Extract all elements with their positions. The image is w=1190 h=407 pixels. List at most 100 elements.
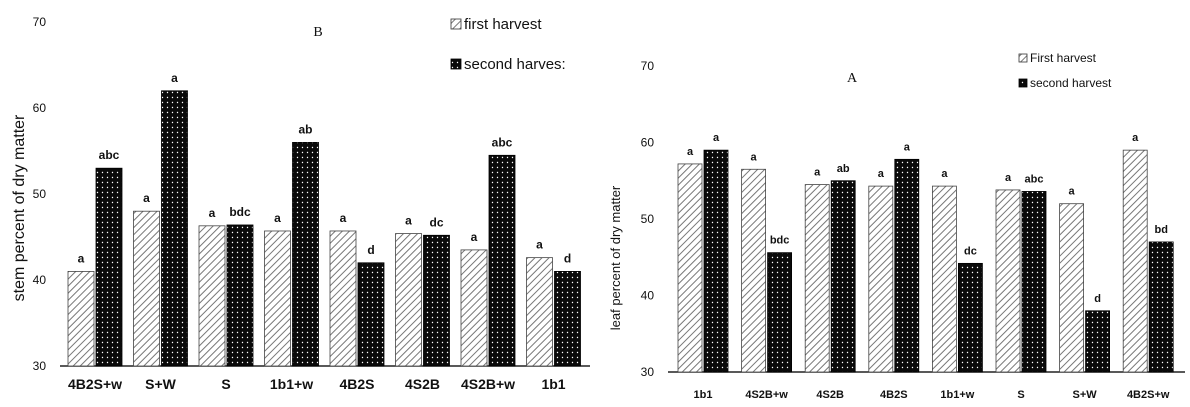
significance-label-b: a: [471, 230, 478, 244]
first-harvest-bar-b: [395, 233, 422, 367]
first-harvest-bar-a: [932, 185, 957, 373]
y-tick-label-a: 60: [641, 136, 655, 150]
category-label-a: 4S2B+w: [745, 389, 788, 401]
category-label-a: S+W: [1073, 389, 1098, 401]
category-label-a: 4S2B: [816, 389, 844, 401]
first-harvest-bar-b: [329, 230, 357, 367]
significance-label-b: d: [564, 251, 571, 265]
significance-label-b: ab: [298, 122, 312, 136]
significance-label-a: a: [878, 168, 885, 180]
significance-labels-a: a a a bdc a ab a a a dc a abc a d a bd: [687, 132, 1168, 305]
category-label-b: S: [221, 376, 230, 392]
y-tick-label-b: 30: [33, 359, 47, 373]
significance-label-b: abc: [492, 135, 513, 149]
significance-label-b: a: [340, 211, 347, 225]
category-label-b: 4S2B: [405, 376, 440, 392]
y-tick-label-b: 50: [33, 187, 47, 201]
category-label-a: 4B2S: [880, 389, 908, 401]
significance-label-a: a: [687, 146, 694, 158]
significance-label-a: a: [1069, 186, 1076, 198]
significance-label-a: a: [713, 132, 720, 144]
legend-label-first-harvest-a: First harvest: [1030, 51, 1097, 65]
significance-label-b: a: [171, 71, 178, 85]
y-tick-label-a: 30: [641, 365, 655, 379]
significance-label-a: a: [814, 167, 821, 179]
panel-a-label: A: [847, 71, 858, 86]
first-harvest-bar-a: [804, 184, 830, 373]
significance-label-a: a: [751, 151, 758, 163]
significance-label-a: d: [1094, 293, 1101, 305]
significance-label-a: ab: [837, 163, 850, 175]
category-label-b: 4S2B+w: [461, 376, 515, 392]
significance-label-b: d: [367, 243, 374, 257]
y-tick-label-b: 70: [33, 15, 47, 29]
bars-b: [67, 90, 581, 367]
first-harvest-bar-a: [1059, 203, 1084, 373]
second-harvest-bar-b: [554, 270, 581, 367]
significance-label-b: a: [405, 214, 412, 228]
significance-label-b: a: [536, 238, 543, 252]
y-ticks-a: 30 40 50 60 70: [641, 59, 655, 379]
y-axis-label-b: stem percent of dry matter: [11, 114, 28, 301]
significance-label-a: a: [941, 168, 948, 180]
significance-label-b: a: [274, 211, 281, 225]
category-label-b: S+W: [145, 376, 177, 392]
legend-label-second-harvest-a: second harvest: [1030, 76, 1112, 90]
significance-label-a: dc: [964, 245, 977, 257]
legend-label-second-harvest: second harves:: [464, 56, 566, 73]
second-harvest-bar-b: [292, 141, 319, 367]
first-harvest-bar-a: [677, 163, 703, 373]
significance-label-a: a: [904, 141, 911, 153]
significance-label-a: bd: [1154, 224, 1167, 236]
first-harvest-bar-b: [198, 225, 226, 367]
significance-label-b: dc: [429, 215, 443, 229]
category-label-a: 4B2S+w: [1127, 389, 1170, 401]
significance-label-a: bdc: [770, 235, 790, 247]
significance-label-b: bdc: [229, 205, 251, 219]
legend-a: First harvest second harvest: [1018, 51, 1112, 90]
category-labels-a: 1b1 4S2B+w 4S2B 4B2S 1b1+w S S+W 4B2S+w: [694, 389, 1170, 401]
category-labels-b: 4B2S+w S+W S 1b1+w 4B2S 4S2B 4S2B+w 1b1: [68, 376, 566, 392]
category-label-a: 1b1+w: [940, 389, 974, 401]
y-tick-label-a: 70: [641, 59, 655, 73]
second-harvest-bar-b: [95, 167, 123, 367]
second-harvest-bar-a: [894, 158, 920, 373]
first-harvest-bar-b: [133, 210, 160, 367]
significance-label-a: a: [1132, 132, 1139, 144]
legend-label-first-harvest: first harvest: [464, 16, 542, 33]
significance-label-b: a: [78, 251, 85, 265]
significance-label-a: abc: [1025, 173, 1044, 185]
first-harvest-bar-a: [741, 168, 766, 373]
second-harvest-bar-a: [767, 252, 792, 373]
y-ticks-b: 30 40 50 60 70: [33, 15, 47, 373]
second-harvest-bar-a: [1148, 241, 1174, 373]
second-harvest-bar-b: [423, 234, 450, 367]
second-harvest-bar-b: [488, 154, 516, 367]
second-harvest-bar-b: [161, 90, 188, 367]
first-harvest-bar-b: [67, 270, 95, 367]
significance-label-b: a: [143, 191, 150, 205]
first-harvest-bar-b: [264, 230, 291, 367]
category-label-a: 1b1: [694, 389, 713, 401]
legend-swatch-second-harvest: [450, 58, 462, 70]
y-tick-label-b: 40: [33, 273, 47, 287]
category-label-b: 1b1+w: [270, 376, 313, 392]
second-harvest-bar-a: [1021, 191, 1047, 373]
second-harvest-bar-a: [830, 180, 856, 373]
second-harvest-bar-b: [226, 224, 254, 367]
first-harvest-bar-b: [526, 257, 553, 367]
y-tick-label-a: 40: [641, 289, 655, 303]
legend-swatch-second-harvest-a: [1018, 78, 1028, 88]
bars-a: [677, 149, 1174, 373]
category-label-b: 4B2S+w: [68, 376, 122, 392]
category-label-b: 4B2S: [339, 376, 374, 392]
y-axis-label-a: leaf percent of dry matter: [608, 185, 623, 330]
legend-swatch-first-harvest-a: [1018, 53, 1028, 63]
legend-swatch-first-harvest: [450, 18, 462, 30]
category-label-a: S: [1017, 389, 1024, 401]
panel-b-label: B: [313, 25, 322, 40]
significance-label-b: abc: [99, 148, 120, 162]
second-harvest-bar-a: [703, 149, 729, 373]
